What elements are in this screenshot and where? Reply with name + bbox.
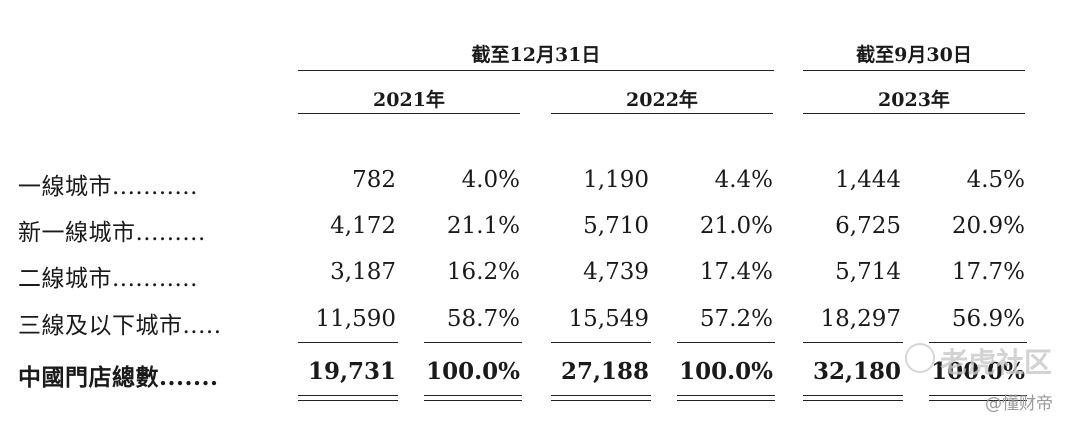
total-double-rule xyxy=(803,395,903,396)
watermark-handle: @懂财帝 xyxy=(985,394,1053,414)
cell-2021-count: 782 xyxy=(352,167,396,193)
total-double-rule xyxy=(929,400,1027,401)
cell-2021-pct: 16.2% xyxy=(446,259,520,285)
total-double-rule xyxy=(677,400,775,401)
cell-2023-pct: 17.7% xyxy=(951,259,1025,285)
total-double-rule xyxy=(677,395,775,396)
watermark-logo-icon xyxy=(905,343,935,373)
cell-2023-pct: 56.9% xyxy=(951,306,1025,332)
cell-2022-count: 5,710 xyxy=(583,213,649,239)
row-label: 一線城市........... xyxy=(18,174,198,200)
header-rule-dec31 xyxy=(298,70,774,71)
cell-2022-count: 4,739 xyxy=(583,259,649,285)
cell-2021-pct: 21.1% xyxy=(446,213,520,239)
subtotal-rule xyxy=(803,342,903,343)
year-rule-2021 xyxy=(298,113,520,114)
total-2021-count: 19,731 xyxy=(307,358,396,385)
cell-2022-pct: 21.0% xyxy=(699,213,773,239)
cell-2021-count: 3,187 xyxy=(330,259,396,285)
cell-2021-pct: 58.7% xyxy=(446,306,520,332)
total-2022-count: 27,188 xyxy=(560,358,649,385)
total-2021-pct: 100.0% xyxy=(426,358,520,385)
header-group-sep30: 截至9月30日 xyxy=(856,44,972,66)
cell-2023-pct: 4.5% xyxy=(966,167,1025,193)
year-2022: 2022年 xyxy=(626,89,698,111)
year-2023: 2023年 xyxy=(878,89,950,111)
cell-2021-count: 11,590 xyxy=(315,306,396,332)
total-double-rule xyxy=(551,400,651,401)
row-label: 二線城市........... xyxy=(18,266,198,292)
total-double-rule xyxy=(424,400,522,401)
cell-2023-count: 6,725 xyxy=(835,213,901,239)
cell-2022-count: 1,190 xyxy=(583,167,649,193)
total-double-rule xyxy=(298,400,398,401)
cell-2023-count: 1,444 xyxy=(835,167,901,193)
total-double-rule xyxy=(551,395,651,396)
header-rule-sep30 xyxy=(803,70,1025,71)
cell-2021-pct: 4.0% xyxy=(461,167,520,193)
header-group-dec31: 截至12月31日 xyxy=(471,44,601,66)
year-2021: 2021年 xyxy=(373,89,445,111)
subtotal-rule xyxy=(677,342,775,343)
total-2022-pct: 100.0% xyxy=(679,358,773,385)
subtotal-rule xyxy=(298,342,398,343)
cell-2022-pct: 17.4% xyxy=(699,259,773,285)
cell-2023-count: 18,297 xyxy=(820,306,901,332)
total-double-rule xyxy=(298,395,398,396)
total-double-rule xyxy=(803,400,903,401)
total-label: 中國門店總數....... xyxy=(18,364,219,391)
year-rule-2023 xyxy=(803,113,1025,114)
total-2023-count: 32,180 xyxy=(812,358,901,385)
total-2023-pct: 100.0% xyxy=(931,358,1025,385)
subtotal-rule xyxy=(929,342,1027,343)
row-label: 三線及以下城市..... xyxy=(18,313,222,339)
watermark-text: 老虎社区 xyxy=(940,346,1053,379)
year-rule-2022 xyxy=(551,113,773,114)
total-double-rule xyxy=(929,395,1027,396)
cell-2023-pct: 20.9% xyxy=(951,213,1025,239)
cell-2022-pct: 4.4% xyxy=(714,167,773,193)
cell-2022-count: 15,549 xyxy=(568,306,649,332)
subtotal-rule xyxy=(424,342,522,343)
cell-2023-count: 5,714 xyxy=(835,259,901,285)
cell-2022-pct: 57.2% xyxy=(699,306,773,332)
row-label: 新一線城市......... xyxy=(18,220,206,246)
cell-2021-count: 4,172 xyxy=(330,213,396,239)
subtotal-rule xyxy=(551,342,651,343)
total-double-rule xyxy=(424,395,522,396)
